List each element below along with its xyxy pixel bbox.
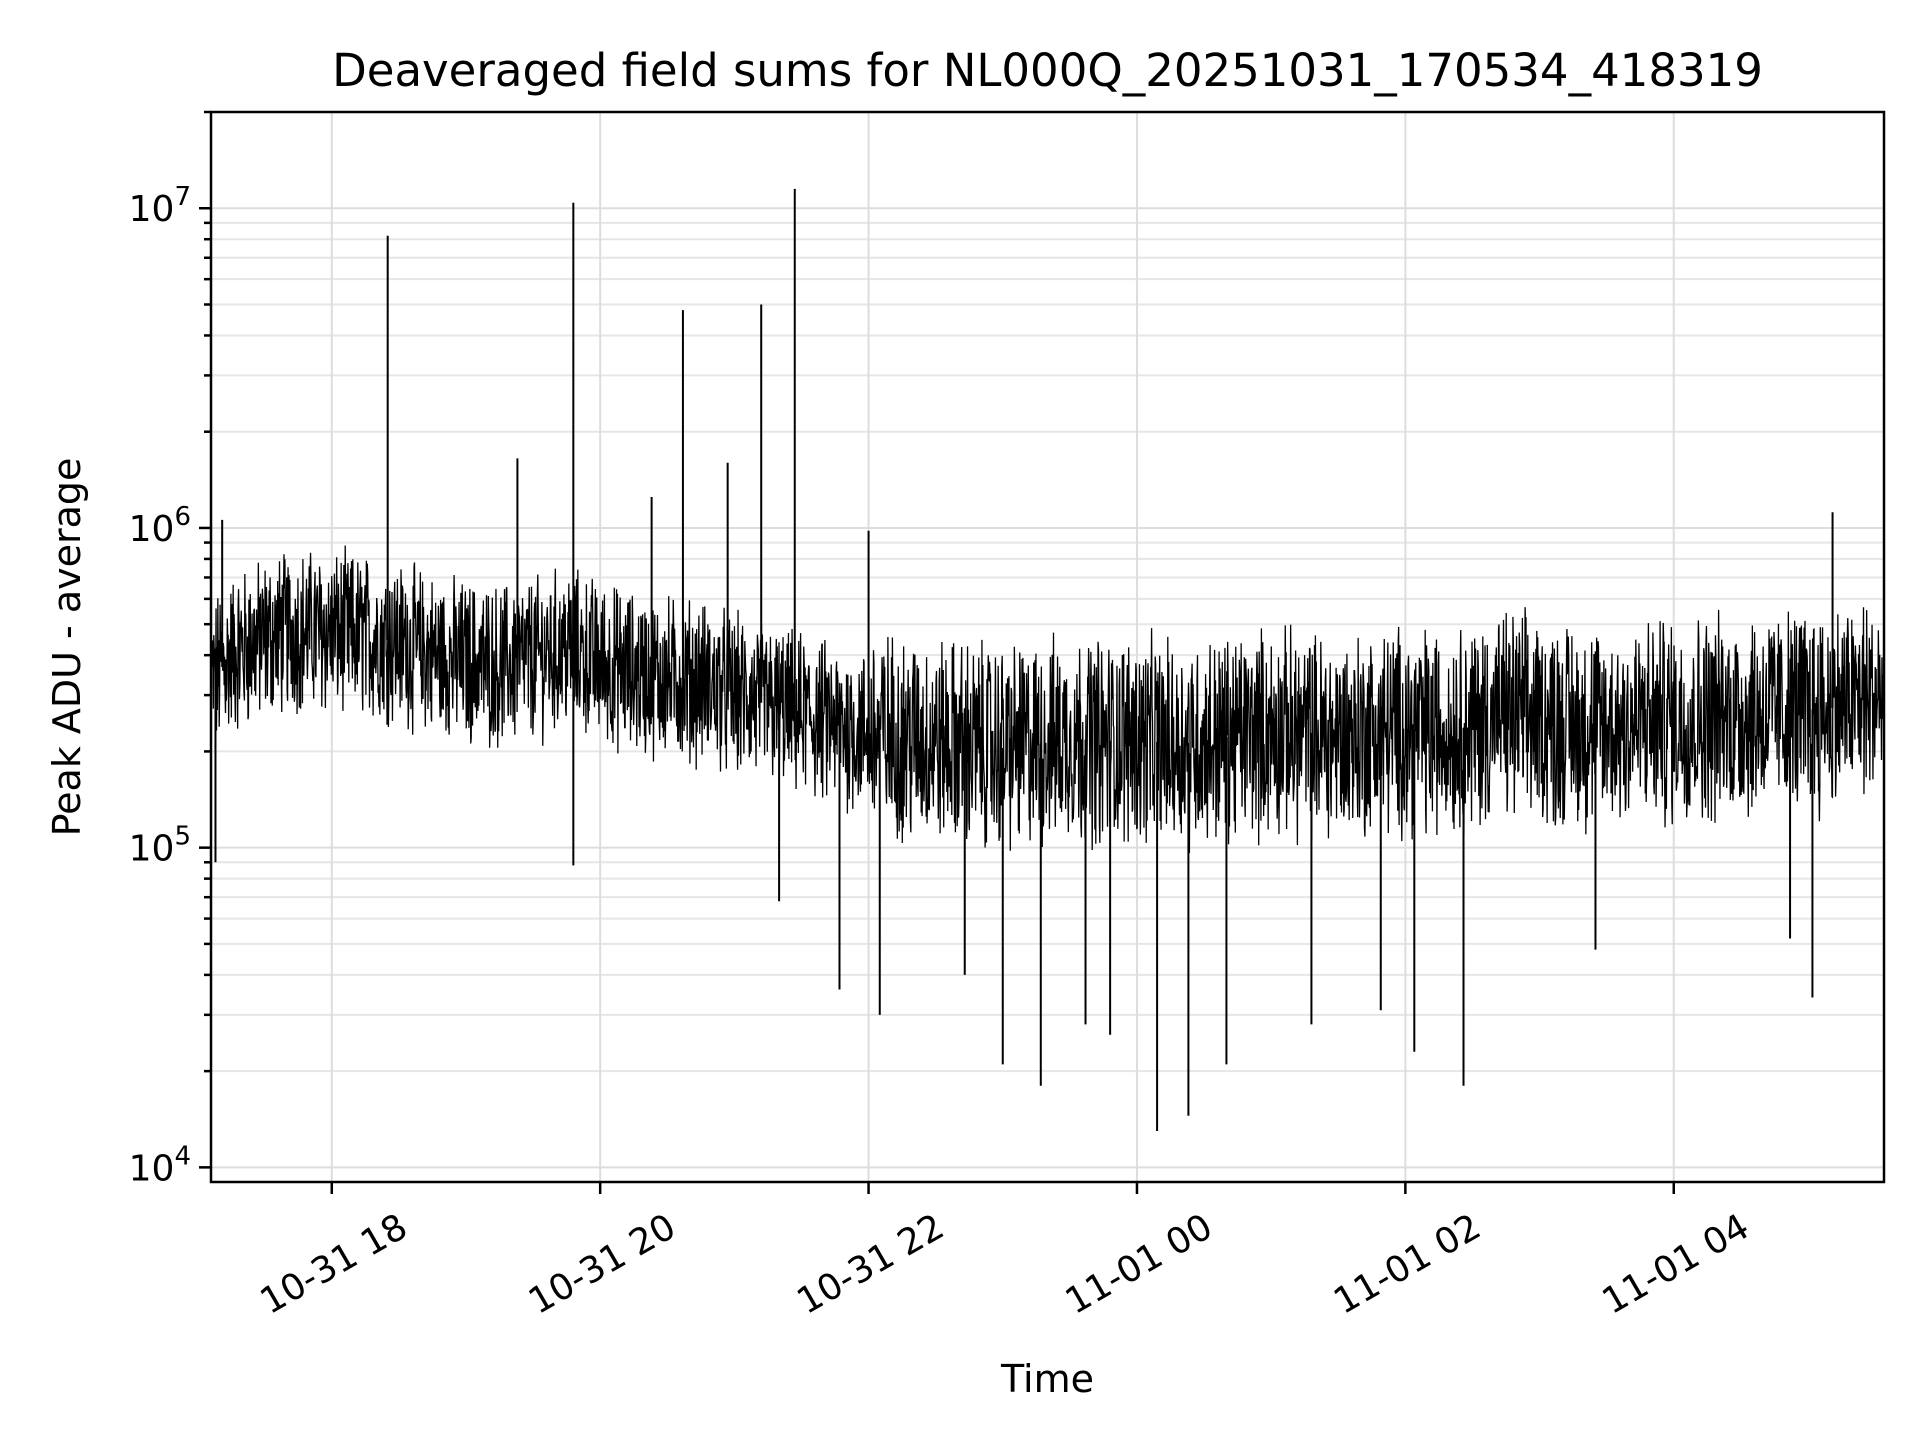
- y-tick-label: 106: [129, 502, 191, 550]
- y-tick-label: 104: [129, 1141, 191, 1189]
- x-tick-label: 10-31 22: [790, 1206, 951, 1322]
- x-tick-label: 11-01 04: [1596, 1206, 1757, 1322]
- x-tick-label: 11-01 00: [1059, 1206, 1220, 1322]
- x-axis: 10-31 18 10-31 20 10-31 22 11-01 00 11-01 02…: [254, 1182, 1757, 1323]
- series-line: [211, 545, 1884, 854]
- chart-title: Deaveraged field sums for NL000Q_2025103…: [332, 44, 1763, 97]
- x-tick-label: 10-31 18: [254, 1206, 415, 1322]
- axes-frame: [209, 110, 1886, 1184]
- y-axis-label: Peak ADU - average: [45, 458, 89, 837]
- x-tick-label: 11-01 02: [1327, 1206, 1488, 1322]
- y-tick-label: 107: [129, 182, 191, 230]
- x-axis-label: Time: [1000, 1357, 1094, 1401]
- y-axis: 104 105 106 107: [129, 110, 211, 1189]
- y-tick-label: 105: [129, 822, 191, 870]
- x-tick-label: 10-31 20: [522, 1206, 683, 1322]
- plot-area: [211, 188, 1884, 1131]
